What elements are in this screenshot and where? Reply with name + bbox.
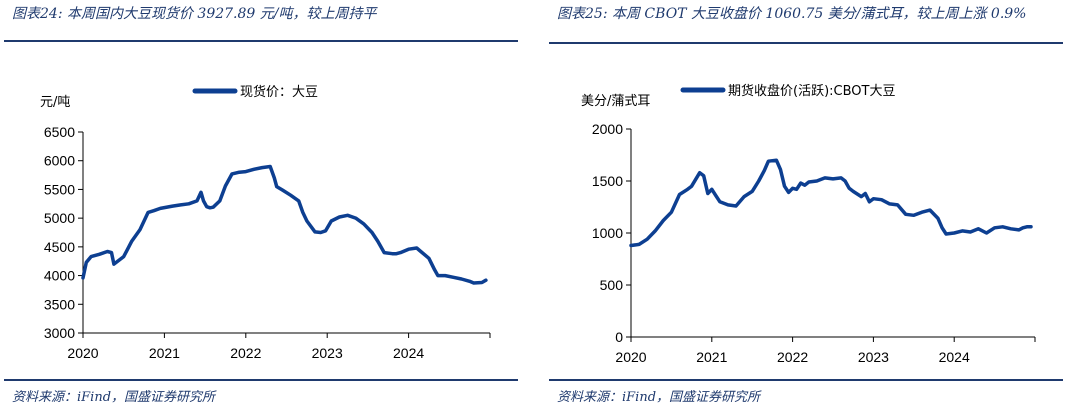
x-tick-label: 2020 <box>615 349 646 365</box>
x-tick-label: 2022 <box>777 349 808 365</box>
x-tick-label: 2022 <box>230 345 261 361</box>
y-tick-label: 0 <box>615 329 623 345</box>
x-tick-label: 2024 <box>393 345 424 361</box>
legend-label: 期货收盘价(活跃):CBOT大豆 <box>728 83 895 99</box>
x-tick-label: 2023 <box>858 349 889 365</box>
x-tick-label: 2020 <box>67 345 98 361</box>
chart-title: 图表25: 本周 CBOT 大豆收盘价 1060.75 美分/蒲式耳，较上周上涨… <box>557 6 1027 22</box>
y-tick-label: 2000 <box>592 121 623 137</box>
y-axis-unit-label: 元/吨 <box>40 95 70 110</box>
legend-label: 现货价：大豆 <box>240 84 318 100</box>
y-axis-unit-label: 美分/蒲式耳 <box>581 94 650 109</box>
source-note: 资料来源：iFind，国盛证券研究所 <box>12 390 216 405</box>
y-tick-label: 5500 <box>44 181 75 197</box>
y-tick-label: 500 <box>600 277 624 293</box>
x-tick-label: 2024 <box>939 349 970 365</box>
y-tick-label: 1500 <box>592 173 623 189</box>
y-tick-label: 6000 <box>44 153 75 169</box>
title-divider <box>4 40 518 42</box>
y-tick-label: 5000 <box>44 210 75 226</box>
x-tick-label: 2023 <box>312 345 343 361</box>
chart-title: 图表24: 本周国内大豆现货价 3927.89 元/吨，较上周持平 <box>12 6 377 22</box>
source-note: 资料来源：iFind，国盛证券研究所 <box>557 390 761 405</box>
source-divider <box>549 379 1063 381</box>
y-tick-label: 3500 <box>44 296 75 312</box>
title-divider <box>549 42 1063 44</box>
chart-panel-right: 图表25: 本周 CBOT 大豆收盘价 1060.75 美分/蒲式耳，较上周上涨… <box>545 0 1065 411</box>
series-line <box>81 164 488 285</box>
chart-svg-left: 元/吨 现货价：大豆 6500 6000 5500 5000 4500 4000 3500 300… <box>40 84 491 361</box>
y-tick-label: 4000 <box>44 268 75 284</box>
x-tick-label: 2021 <box>696 349 727 365</box>
source-divider <box>4 379 518 381</box>
chart-svg-right: 美分/蒲式耳 期货收盘价(活跃):CBOT大豆 2000 1500 1000 500 0 20… <box>581 83 1036 365</box>
x-tick-label: 2021 <box>149 345 180 361</box>
chart-panel-left: 图表24: 本周国内大豆现货价 3927.89 元/吨，较上周持平 元/吨 现货价… <box>0 0 520 411</box>
series-line <box>629 158 1033 248</box>
y-tick-label: 6500 <box>44 124 75 140</box>
y-tick-label: 1000 <box>592 225 623 241</box>
y-tick-label: 3000 <box>44 325 75 341</box>
y-tick-label: 4500 <box>44 239 75 255</box>
